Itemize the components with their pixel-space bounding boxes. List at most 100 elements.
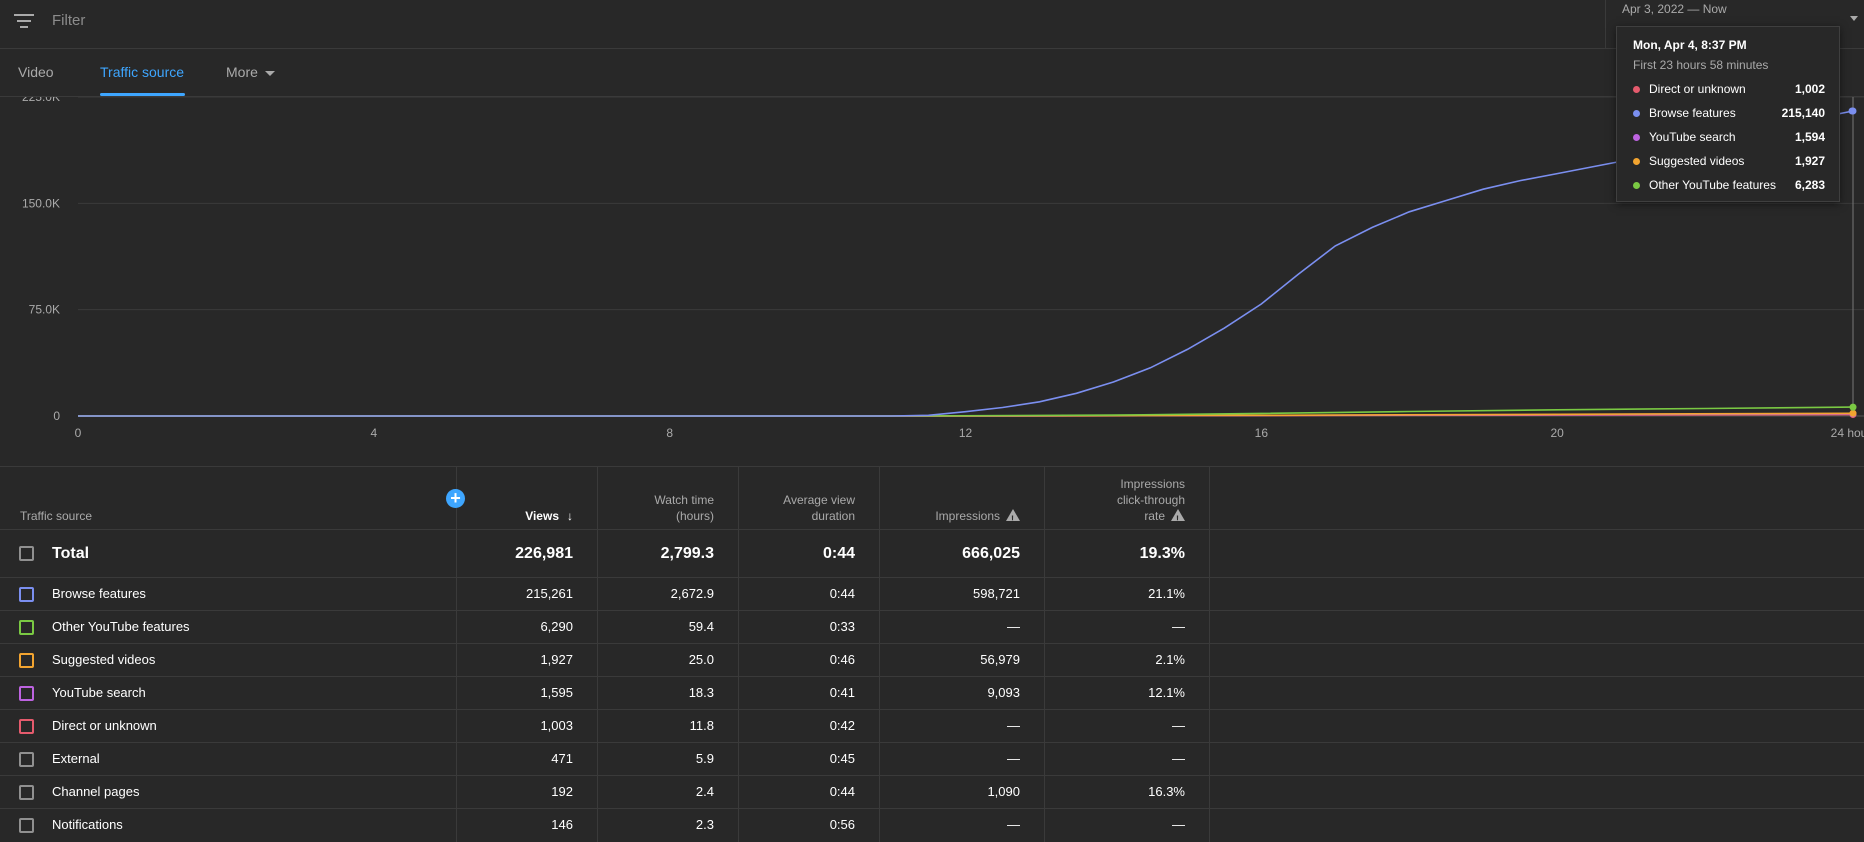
cell-watch-time: 25.0 (688, 652, 714, 667)
tab-more[interactable]: More (226, 64, 275, 80)
tooltip-row-label: Other YouTube features (1649, 178, 1776, 192)
sort-down-icon[interactable]: ↓ (567, 509, 573, 523)
y-tick-label: 75.0K (29, 303, 60, 317)
row-name: YouTube search (52, 685, 146, 700)
cell-ctr: — (1172, 619, 1185, 634)
table-row: Browse features 215,261 2,672.9 0:44 598,721… (0, 577, 1864, 610)
cell-views: 215,261 (526, 586, 573, 601)
tooltip-row: Browse features 215,140 (1633, 106, 1825, 122)
y-tick-label: 225.0K (22, 97, 60, 104)
tooltip-row-value: 6,283 (1794, 178, 1825, 192)
cell-views: 471 (551, 751, 573, 766)
cell-ctr: 2.1% (1155, 652, 1185, 667)
filter-input[interactable]: Filter (52, 12, 86, 29)
column-divider (879, 467, 880, 842)
header-avd-line2: duration (811, 509, 855, 523)
table-row: YouTube search 1,595 18.3 0:41 9,093 12.1% (0, 676, 1864, 709)
header-views[interactable]: Views ↓ (525, 508, 573, 524)
tooltip-row-value: 1,002 (1794, 82, 1825, 96)
cell-ctr: — (1172, 751, 1185, 766)
row-checkbox[interactable] (19, 620, 34, 635)
add-metric-button[interactable]: + (446, 489, 465, 508)
cell-views: 1,927 (540, 652, 573, 667)
header-ctr[interactable]: Impressions click-through rate (1116, 476, 1185, 527)
row-name: Channel pages (52, 784, 140, 799)
header-avg-view-duration[interactable]: Average view duration (783, 492, 855, 524)
row-name: Total (52, 545, 90, 562)
tooltip-row-label: Direct or unknown (1649, 82, 1746, 96)
chevron-down-icon[interactable] (1850, 16, 1858, 21)
column-divider (1044, 467, 1045, 842)
cell-impressions: 598,721 (973, 586, 1020, 601)
date-range-selector[interactable]: Apr 3, 2022 — Now (1605, 0, 1864, 48)
x-tick-label: 20 (1550, 426, 1564, 440)
tooltip-row: YouTube search 1,594 (1633, 130, 1825, 146)
header-ctr-line2: click-through (1116, 493, 1185, 507)
series-dot (1633, 158, 1640, 165)
cell-watch-time: 2.3 (695, 817, 714, 832)
header-views-label: Views (525, 509, 559, 523)
tooltip-row-value: 1,594 (1794, 130, 1825, 144)
cell-impressions: 666,025 (962, 545, 1020, 562)
table-row: External 471 5.9 0:45 — — (0, 742, 1864, 775)
tooltip-row-value: 1,927 (1794, 154, 1825, 168)
x-tick-label: 24 hours (1831, 426, 1864, 440)
active-tab-indicator (100, 93, 185, 96)
table-row: Suggested videos 1,927 25.0 0:46 56,979 2.1% (0, 643, 1864, 676)
caret-down-icon (264, 70, 275, 76)
column-divider (597, 467, 598, 842)
header-watch-time[interactable]: Watch time (hours) (654, 492, 714, 524)
row-checkbox[interactable] (19, 686, 34, 701)
cell-impressions: — (1007, 619, 1020, 634)
x-tick-label: 16 (1255, 426, 1269, 440)
traffic-chart: 0 75.0K 150.0K 225.0K 0 4 8 12 16 20 24 hours (22, 97, 1864, 440)
cell-avg-view-duration: 0:44 (829, 586, 855, 601)
header-watch-time-line1: Watch time (654, 493, 714, 507)
cell-avg-view-duration: 0:42 (829, 718, 855, 733)
cell-watch-time: 2.4 (695, 784, 714, 799)
x-tick-label: 4 (370, 426, 377, 440)
header-impressions[interactable]: Impressions (935, 508, 1020, 527)
cell-views: 1,595 (540, 685, 573, 700)
row-checkbox[interactable] (19, 719, 34, 734)
cell-ctr: 16.3% (1148, 784, 1185, 799)
filter-icon[interactable] (14, 14, 34, 30)
row-checkbox[interactable] (19, 785, 34, 800)
series-endpoint (1849, 403, 1857, 411)
row-checkbox[interactable] (19, 653, 34, 668)
header-ctr-line1: Impressions (1120, 477, 1185, 491)
table-row: Channel pages 192 2.4 0:44 1,090 16.3% (0, 775, 1864, 808)
tooltip-subtitle: First 23 hours 58 minutes (1633, 58, 1769, 72)
cell-impressions: 9,093 (987, 685, 1020, 700)
table-row: Other YouTube features 6,290 59.4 0:33 — — (0, 610, 1864, 643)
table-row-total: Total 226,981 2,799.3 0:44 666,025 19.3% (0, 529, 1864, 577)
row-checkbox[interactable] (19, 587, 34, 602)
x-tick-label: 12 (959, 426, 973, 440)
cell-views: 226,981 (515, 545, 573, 562)
checkbox-total[interactable] (19, 546, 34, 561)
hover-point (1848, 107, 1856, 115)
warning-icon[interactable] (1006, 509, 1020, 527)
x-tick-label: 0 (75, 426, 82, 440)
row-checkbox[interactable] (19, 752, 34, 767)
tab-more-label: More (226, 64, 258, 80)
series-endpoint (1849, 409, 1857, 417)
tab-bar: Video Traffic source More (0, 49, 1864, 97)
header-ctr-line3-label: rate (1144, 509, 1165, 523)
tooltip-row: Other YouTube features 6,283 (1633, 178, 1825, 194)
warning-icon[interactable] (1171, 509, 1185, 527)
row-checkbox[interactable] (19, 818, 34, 833)
cell-watch-time: 59.4 (688, 619, 714, 634)
cell-watch-time: 11.8 (689, 718, 714, 733)
series-dot (1633, 134, 1640, 141)
tab-traffic-source[interactable]: Traffic source (100, 64, 185, 80)
tooltip-title: Mon, Apr 4, 8:37 PM (1633, 38, 1747, 52)
cell-impressions: 56,979 (980, 652, 1020, 667)
chart-tooltip: Mon, Apr 4, 8:37 PM First 23 hours 58 mi… (1616, 26, 1840, 202)
cell-ctr: 19.3% (1139, 545, 1185, 562)
series-dot (1633, 110, 1640, 117)
header-ctr-line3: rate (1117, 508, 1185, 527)
tab-video[interactable]: Video (18, 64, 54, 80)
column-divider (456, 467, 457, 842)
series-dot (1633, 182, 1640, 189)
